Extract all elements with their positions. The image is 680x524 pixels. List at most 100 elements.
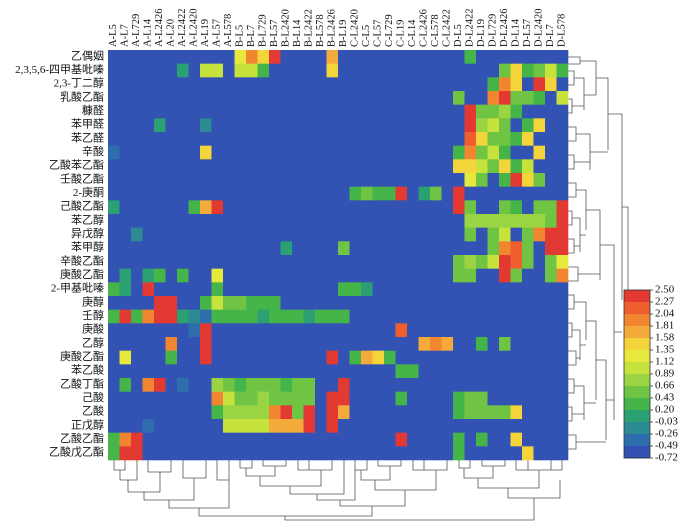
row-label: 乙偶姻 <box>71 48 104 62</box>
heatmap-cell <box>177 186 189 201</box>
heatmap-cell <box>441 50 454 64</box>
heatmap-cell <box>407 391 419 406</box>
heatmap-cell <box>234 91 247 105</box>
heatmap-cell <box>177 378 189 392</box>
heatmap-cell <box>349 104 362 119</box>
row-label: 2,3,5,6-四甲基吡嗪 <box>15 63 104 76</box>
heatmap-cell <box>453 241 465 256</box>
heatmap-cell <box>326 173 339 187</box>
heatmap-cell <box>499 337 511 351</box>
heatmap-cell <box>556 186 569 201</box>
row-label: 苯乙醇 <box>71 212 104 226</box>
heatmap-cell <box>211 364 224 379</box>
heatmap-cell <box>556 446 569 461</box>
heatmap-cell <box>430 63 442 78</box>
heatmap-cell <box>131 77 143 92</box>
heatmap-cell <box>188 77 201 92</box>
heatmap-cell <box>234 145 247 160</box>
column-label: C-L2420 <box>350 9 361 47</box>
heatmap-cell <box>556 77 569 92</box>
heatmap-cell <box>510 309 523 324</box>
heatmap-cell <box>464 241 477 256</box>
heatmap-cell <box>131 446 143 461</box>
heatmap-cell <box>395 255 408 269</box>
heatmap-cell <box>119 296 132 310</box>
heatmap-cell <box>430 132 442 146</box>
heatmap-cell <box>522 446 534 461</box>
heatmap-cell <box>349 405 362 420</box>
heatmap-cell <box>361 50 373 64</box>
heatmap-cell <box>338 405 350 420</box>
heatmap-cell <box>165 309 178 324</box>
heatmap-cell <box>464 91 477 105</box>
heatmap-cell <box>165 200 178 215</box>
heatmap-cell <box>211 159 224 174</box>
heatmap-cell <box>510 391 523 406</box>
heatmap-cell <box>223 255 235 269</box>
heatmap-cell <box>533 118 546 133</box>
heatmap-cell <box>315 364 327 379</box>
heatmap-cell <box>280 446 293 461</box>
heatmap-cell <box>487 337 500 351</box>
heatmap-cell <box>223 132 235 146</box>
heatmap-cell <box>223 173 235 187</box>
heatmap-cell <box>211 323 224 338</box>
heatmap-cell <box>165 91 178 105</box>
heatmap-cell <box>476 446 488 461</box>
heatmap-cell <box>154 405 166 420</box>
heatmap-cell <box>315 309 327 324</box>
heatmap-cell <box>361 337 373 351</box>
heatmap-cell <box>257 337 270 351</box>
heatmap-cell <box>257 200 270 215</box>
heatmap-cell <box>119 132 132 146</box>
heatmap-cell <box>234 159 247 174</box>
row-label: 2-庚酮 <box>73 185 104 199</box>
heatmap-cell <box>441 323 454 338</box>
heatmap-cell <box>211 145 224 160</box>
heatmap-cell <box>303 255 316 269</box>
heatmap-cell <box>499 350 511 365</box>
heatmap-cell <box>349 282 362 297</box>
heatmap-cell <box>234 77 247 92</box>
heatmap-cell <box>142 118 155 133</box>
heatmap-cell <box>154 419 166 433</box>
heatmap-cell <box>487 132 500 146</box>
heatmap-cell <box>533 405 546 420</box>
heatmap-cell <box>154 391 166 406</box>
heatmap-cell <box>545 446 557 461</box>
heatmap-cell <box>545 132 557 146</box>
heatmap-cell <box>119 50 132 64</box>
heatmap-cell <box>269 77 281 92</box>
heatmap-cell <box>303 337 316 351</box>
heatmap-cell <box>487 50 500 64</box>
heatmap-cell <box>154 91 166 105</box>
heatmap-cell <box>211 268 224 283</box>
heatmap-cell <box>177 405 189 420</box>
heatmap-cell <box>384 159 396 174</box>
heatmap-cell <box>453 446 465 461</box>
heatmap-cell <box>510 296 523 310</box>
heatmap-cell <box>499 227 511 242</box>
heatmap-cell <box>188 432 201 447</box>
heatmap-cell <box>108 63 120 78</box>
heatmap-cell <box>487 159 500 174</box>
heatmap-cell <box>257 104 270 119</box>
heatmap-cell <box>418 186 431 201</box>
heatmap-cell <box>430 432 442 447</box>
heatmap-cell <box>211 309 224 324</box>
heatmap-cell <box>464 132 477 146</box>
colorbar-segment <box>624 386 650 399</box>
heatmap-cell <box>499 214 511 228</box>
heatmap-cell <box>464 309 477 324</box>
heatmap-cell <box>533 296 546 310</box>
heatmap-cell <box>188 63 201 78</box>
colorbar-segment <box>624 410 650 423</box>
heatmap-cell <box>545 159 557 174</box>
heatmap-cell <box>315 378 327 392</box>
colorbar-tick-label: 0.66 <box>655 380 675 392</box>
heatmap-cell <box>556 296 569 310</box>
heatmap-cell <box>142 419 155 433</box>
heatmap-cell <box>395 309 408 324</box>
heatmap-cell <box>292 91 304 105</box>
heatmap-cell <box>165 63 178 78</box>
